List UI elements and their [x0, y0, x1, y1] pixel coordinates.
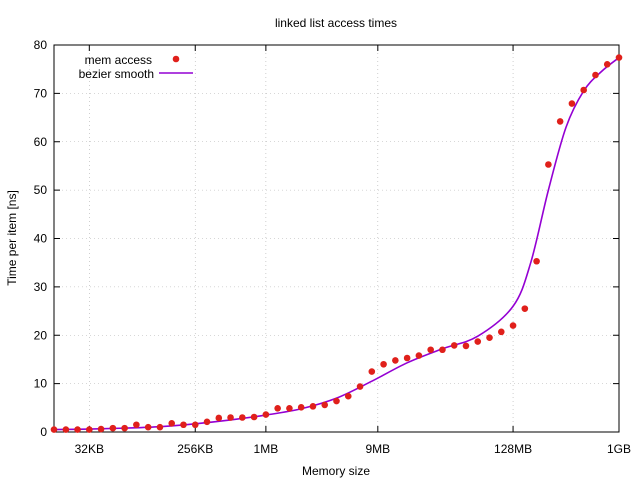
- mem-access-point: [497, 328, 505, 336]
- mem-access-point: [450, 342, 458, 349]
- mem-access-point: [144, 423, 152, 431]
- y-axis-label: Time per item [ns]: [5, 190, 19, 286]
- x-axis-label: Memory size: [302, 464, 370, 478]
- mem-access-point: [344, 392, 352, 400]
- mem-access-point: [486, 334, 493, 341]
- mem-access-point: [427, 346, 434, 354]
- line-series: [53, 56, 620, 431]
- mem-access-point: [297, 404, 305, 411]
- y-tick-label: 70: [34, 86, 48, 100]
- mem-access-point: [380, 360, 387, 368]
- mem-access-point: [439, 346, 446, 354]
- grid: [54, 45, 619, 432]
- mem-access-point: [403, 354, 411, 362]
- legend-label-bezier-smooth: bezier smooth: [79, 67, 154, 81]
- mem-access-point: [156, 423, 164, 431]
- chart-title: linked list access times: [275, 16, 397, 30]
- mem-access-point: [603, 61, 611, 68]
- bezier-smooth-line: [53, 56, 620, 431]
- x-tick-label: 128MB: [494, 442, 532, 456]
- y-tick-label: 60: [34, 135, 48, 149]
- mem-access-point: [191, 421, 199, 429]
- x-tick-label: 1MB: [254, 442, 279, 456]
- mem-access-point: [180, 421, 187, 429]
- y-tick-label: 40: [34, 232, 48, 246]
- mem-access-point: [133, 421, 140, 429]
- y-tick-label: 20: [34, 328, 48, 342]
- mem-access-point: [592, 71, 599, 79]
- mem-access-point: [462, 342, 470, 350]
- x-tick-label: 1GB: [607, 442, 631, 456]
- mem-access-point: [121, 424, 128, 432]
- mem-access-point: [309, 403, 317, 410]
- mem-access-point: [556, 118, 564, 125]
- mem-access-point: [580, 86, 587, 94]
- mem-access-point: [250, 413, 258, 421]
- mem-access-point: [74, 426, 81, 433]
- y-tick-label: 10: [34, 377, 48, 391]
- mem-access-point: [392, 357, 399, 364]
- y-tick-label: 0: [40, 425, 47, 439]
- x-tick-label: 9MB: [365, 442, 390, 456]
- x-tick-label: 32KB: [75, 442, 104, 456]
- scatter-series: [50, 54, 623, 433]
- x-tick-label: 256KB: [177, 442, 213, 456]
- mem-access-point: [356, 383, 364, 390]
- mem-access-point: [168, 419, 176, 427]
- mem-access-point: [474, 338, 482, 345]
- mem-access-point: [97, 425, 105, 433]
- y-tick-label: 80: [34, 38, 48, 52]
- mem-access-point: [568, 100, 576, 107]
- y-tick-label: 50: [34, 183, 48, 197]
- mem-access-point: [227, 414, 234, 421]
- mem-access-point: [509, 322, 517, 329]
- mem-access-point: [215, 414, 223, 422]
- mem-access-point: [615, 54, 623, 61]
- mem-access-point: [62, 426, 70, 433]
- mem-access-point: [368, 368, 376, 375]
- mem-access-point: [533, 257, 540, 265]
- mem-access-point: [109, 424, 117, 432]
- mem-access-point: [415, 352, 423, 359]
- mem-access-point: [521, 305, 529, 312]
- legend: mem access bezier smooth: [79, 53, 193, 81]
- mem-access-point: [86, 426, 93, 433]
- legend-label-mem-access: mem access: [85, 53, 152, 67]
- axis-ticks: 0 10 20 30 40 50 60 70 80 32KB 256KB 1MB 9MB 128MB 1GB: [34, 38, 631, 456]
- mem-access-point: [321, 401, 329, 409]
- mem-access-point: [50, 426, 58, 433]
- mem-access-point: [203, 418, 211, 426]
- mem-access-point: [274, 405, 281, 412]
- y-tick-label: 30: [34, 280, 48, 294]
- mem-access-point: [262, 411, 270, 418]
- mem-access-point: [239, 414, 246, 421]
- legend-marker-mem-access: [172, 55, 180, 63]
- mem-access-point: [545, 161, 552, 168]
- mem-access-point: [333, 397, 340, 405]
- mem-access-point: [286, 405, 293, 412]
